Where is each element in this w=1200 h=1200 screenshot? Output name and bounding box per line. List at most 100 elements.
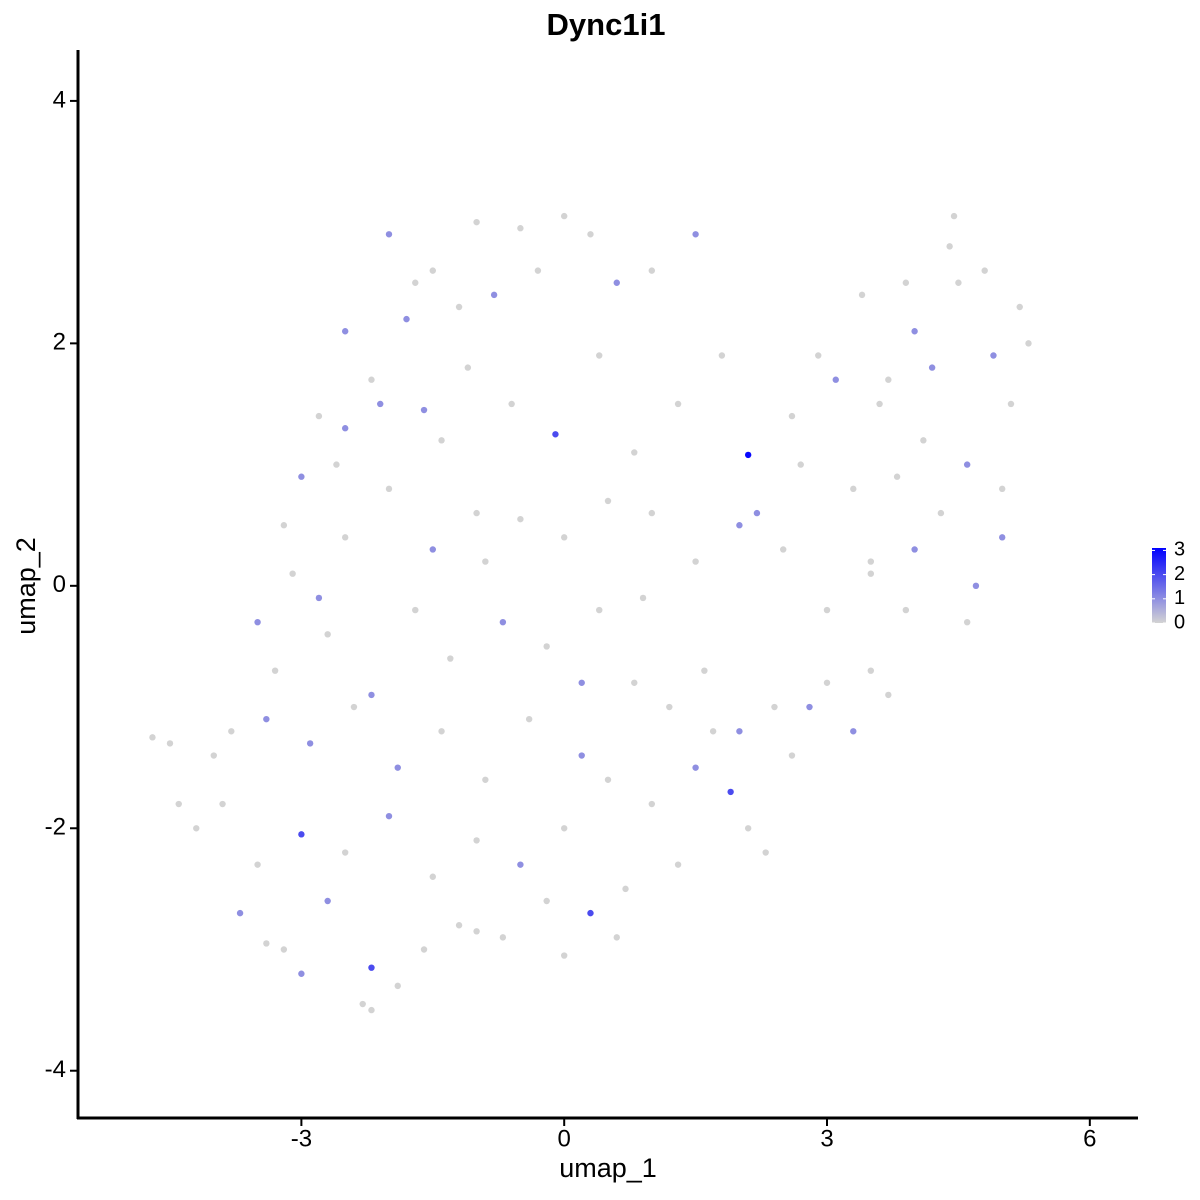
point: [718, 352, 726, 359]
y-tick-label: 2: [53, 329, 66, 356]
point: [902, 606, 910, 614]
y-tick-label: -4: [45, 1056, 66, 1083]
point: [368, 1006, 375, 1014]
point: [692, 558, 699, 565]
point: [963, 461, 971, 468]
y-axis-label: umap_2: [11, 537, 41, 635]
point: [762, 849, 769, 856]
colorbar-tick-label: 0: [1174, 611, 1185, 633]
point: [692, 764, 699, 771]
point: [298, 831, 305, 838]
point: [648, 800, 656, 808]
point: [385, 231, 393, 238]
point: [455, 303, 463, 311]
point: [613, 934, 620, 941]
y-tick-label: 4: [53, 86, 66, 113]
colorbar: [1152, 548, 1166, 623]
point: [552, 431, 559, 438]
point: [587, 909, 594, 917]
point: [490, 291, 498, 299]
point: [298, 473, 305, 480]
point: [447, 655, 454, 662]
point: [999, 534, 1006, 541]
point: [368, 376, 375, 383]
point: [867, 667, 875, 674]
point: [429, 267, 436, 274]
point: [955, 279, 962, 286]
point: [438, 728, 445, 735]
point: [236, 909, 244, 917]
point: [280, 946, 288, 953]
point: [823, 679, 831, 686]
point: [560, 534, 568, 541]
point: [604, 776, 612, 783]
point: [727, 788, 734, 796]
point: [560, 952, 568, 959]
point: [604, 497, 612, 505]
point: [543, 643, 550, 650]
point: [482, 558, 489, 565]
point: [666, 703, 673, 711]
point: [368, 691, 375, 699]
point: [289, 570, 296, 577]
point: [517, 515, 524, 523]
point: [990, 352, 997, 359]
point: [368, 964, 375, 971]
point: [517, 225, 524, 232]
point: [482, 776, 489, 783]
point: [455, 922, 463, 929]
point: [350, 703, 358, 711]
x-tick-label: -3: [291, 1125, 312, 1152]
point: [613, 279, 620, 286]
point: [639, 594, 647, 602]
point: [823, 606, 831, 614]
point: [709, 728, 717, 735]
point: [937, 509, 945, 517]
point: [420, 406, 428, 414]
point: [1016, 303, 1023, 311]
point: [263, 715, 270, 723]
point: [788, 412, 796, 420]
point: [578, 752, 585, 759]
point: [210, 752, 217, 759]
point: [946, 243, 953, 250]
point: [972, 582, 980, 590]
point: [950, 212, 958, 220]
point: [815, 352, 822, 359]
colorbar-tick-label: 3: [1174, 539, 1185, 561]
point: [175, 800, 182, 808]
point: [648, 267, 656, 274]
y-tick-label: 0: [53, 571, 66, 598]
point: [315, 594, 323, 602]
point: [298, 970, 305, 977]
point: [902, 279, 910, 286]
point: [587, 231, 594, 238]
point: [674, 861, 682, 868]
point: [166, 740, 174, 747]
point: [560, 825, 568, 832]
point: [385, 812, 393, 820]
y-tick-label: -2: [45, 814, 66, 841]
point: [412, 279, 419, 286]
point: [429, 873, 436, 880]
point: [324, 631, 331, 638]
point: [674, 400, 682, 408]
point: [692, 231, 699, 238]
point: [963, 618, 971, 626]
point: [341, 534, 349, 541]
point: [341, 328, 349, 335]
point: [867, 558, 875, 565]
point: [797, 461, 804, 468]
point: [885, 376, 892, 383]
point: [788, 752, 796, 759]
point: [543, 897, 550, 905]
point: [648, 509, 656, 517]
point: [560, 212, 568, 220]
point: [578, 679, 585, 686]
point: [473, 509, 480, 517]
point: [631, 679, 638, 686]
point: [744, 825, 752, 832]
point: [473, 928, 480, 935]
point: [508, 400, 515, 408]
